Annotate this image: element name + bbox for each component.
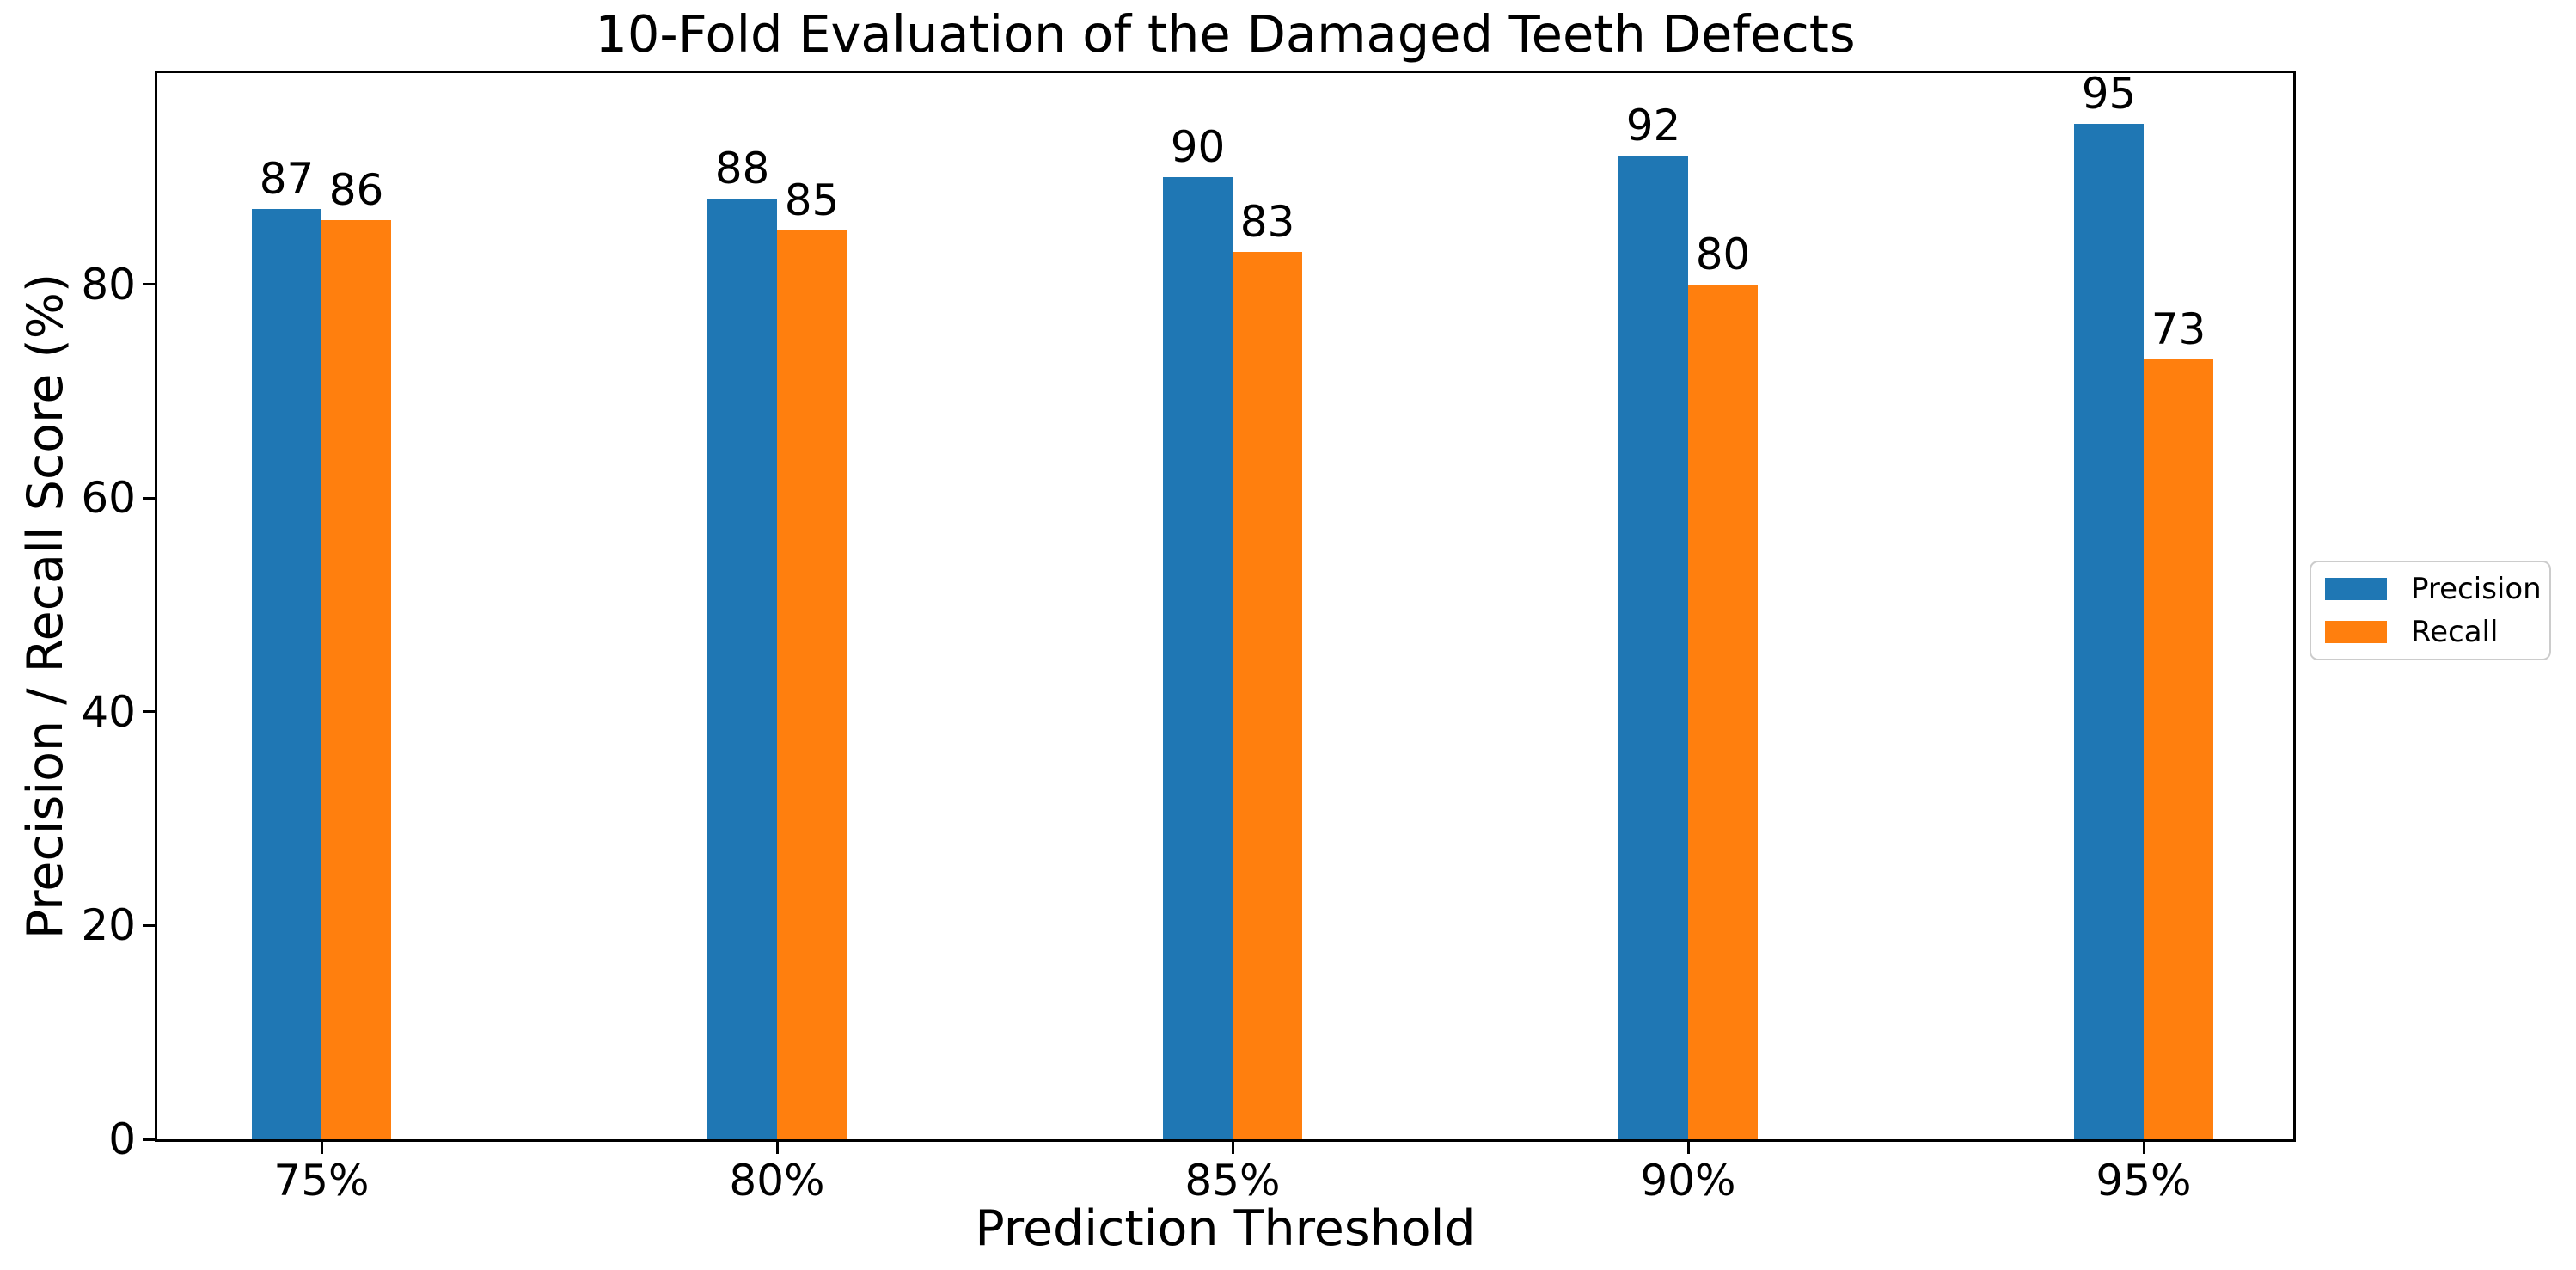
y-tick-label: 0: [108, 1114, 136, 1164]
bar-value-label: 73: [2151, 304, 2206, 354]
y-tick-mark: [143, 496, 155, 500]
bar-precision-85%: [1163, 177, 1233, 1139]
bar-recall-95%: [2144, 359, 2213, 1139]
legend-label: Recall: [2411, 615, 2499, 649]
y-tick-mark: [143, 710, 155, 714]
x-tick-mark: [2142, 1142, 2145, 1154]
bar-precision-75%: [252, 209, 321, 1139]
bar-value-label: 85: [784, 175, 840, 226]
legend-row-precision: Precision: [2325, 574, 2542, 604]
bar-value-label: 90: [1170, 122, 1226, 173]
bar-value-label: 86: [328, 164, 384, 215]
bar-recall-80%: [777, 230, 847, 1139]
bar-recall-75%: [321, 219, 391, 1139]
y-axis-label: Precision / Recall Score (%): [17, 273, 74, 940]
y-tick-mark: [143, 923, 155, 927]
bar-value-label: 83: [1239, 197, 1295, 248]
x-tick-label: 75%: [273, 1156, 370, 1206]
x-tick-mark: [775, 1142, 779, 1154]
x-tick-label: 90%: [1640, 1156, 1736, 1206]
bar-value-label: 80: [1695, 229, 1751, 279]
x-axis-label: Prediction Threshold: [975, 1200, 1476, 1257]
bar-value-label: 87: [259, 154, 315, 205]
y-tick-label: 20: [81, 900, 136, 951]
y-tick-label: 60: [81, 473, 136, 524]
x-tick-mark: [1686, 1142, 1690, 1154]
bar-recall-85%: [1233, 252, 1302, 1139]
bar-precision-95%: [2074, 124, 2144, 1139]
x-tick-mark: [320, 1142, 323, 1154]
legend-row-recall: Recall: [2325, 617, 2536, 647]
legend: Precision Recall: [2310, 561, 2551, 660]
legend-label: Precision: [2411, 572, 2542, 606]
y-tick-label: 40: [81, 686, 136, 737]
x-tick-label: 95%: [2096, 1156, 2192, 1206]
y-tick-mark: [143, 1138, 155, 1141]
bar-value-label: 95: [2081, 69, 2137, 120]
x-tick-label: 85%: [1184, 1156, 1281, 1206]
x-tick-label: 80%: [729, 1156, 825, 1206]
y-tick-mark: [143, 283, 155, 285]
bar-value-label: 88: [714, 144, 770, 194]
bar-precision-90%: [1618, 156, 1688, 1139]
bar-recall-90%: [1688, 284, 1758, 1139]
legend-swatch-recall: [2325, 621, 2387, 643]
bar-value-label: 92: [1625, 101, 1681, 151]
y-tick-label: 80: [81, 259, 136, 310]
x-tick-mark: [1231, 1142, 1234, 1154]
bar-precision-80%: [707, 199, 777, 1139]
chart-title: 10-Fold Evaluation of the Damaged Teeth …: [595, 4, 1856, 64]
legend-swatch-precision: [2325, 578, 2387, 600]
